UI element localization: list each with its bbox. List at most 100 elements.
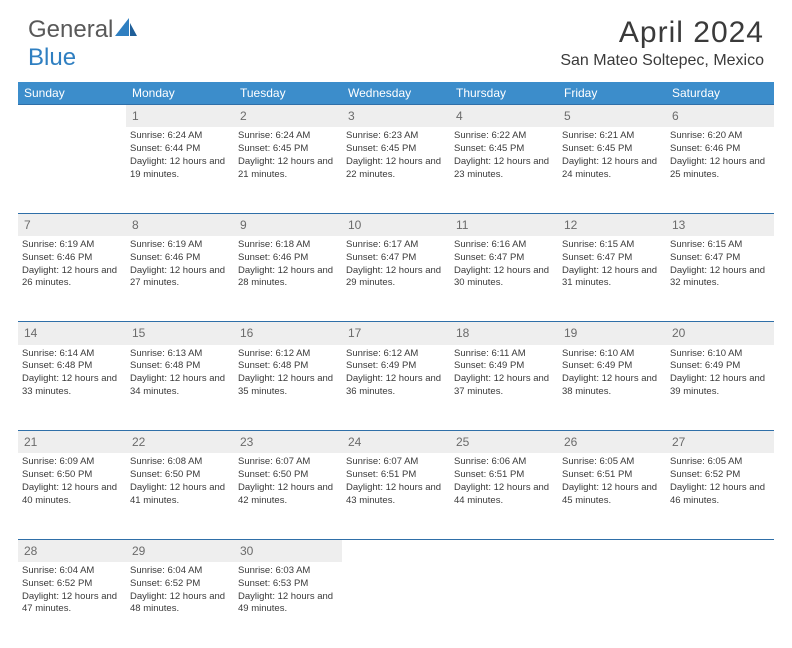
sunset-text: Sunset: 6:47 PM [454, 252, 554, 265]
sunset-text: Sunset: 6:52 PM [22, 578, 122, 591]
sunrise-text: Sunrise: 6:07 AM [346, 456, 446, 469]
sunrise-text: Sunrise: 6:06 AM [454, 456, 554, 469]
sunrise-text: Sunrise: 6:08 AM [130, 456, 230, 469]
daylight-text: Daylight: 12 hours and 19 minutes. [130, 156, 230, 182]
day-number-cell: 3 [342, 105, 450, 128]
sunrise-text: Sunrise: 6:10 AM [562, 348, 662, 361]
day-number-cell: 19 [558, 322, 666, 345]
sunset-text: Sunset: 6:50 PM [238, 469, 338, 482]
sunset-text: Sunset: 6:51 PM [454, 469, 554, 482]
daylight-text: Daylight: 12 hours and 35 minutes. [238, 373, 338, 399]
day-number-cell: 20 [666, 322, 774, 345]
day-content-row: Sunrise: 6:14 AMSunset: 6:48 PMDaylight:… [18, 345, 774, 431]
day-content-row: Sunrise: 6:09 AMSunset: 6:50 PMDaylight:… [18, 453, 774, 539]
daylight-text: Daylight: 12 hours and 32 minutes. [670, 265, 770, 291]
day-content-row: Sunrise: 6:04 AMSunset: 6:52 PMDaylight:… [18, 562, 774, 648]
day-number-row: 282930 [18, 539, 774, 562]
title-block: April 2024 San Mateo Soltepec, Mexico [560, 16, 764, 70]
daylight-text: Daylight: 12 hours and 36 minutes. [346, 373, 446, 399]
day-number-cell: 8 [126, 213, 234, 236]
weekday-header: Tuesday [234, 82, 342, 105]
sunset-text: Sunset: 6:51 PM [346, 469, 446, 482]
sunrise-text: Sunrise: 6:22 AM [454, 130, 554, 143]
daylight-text: Daylight: 12 hours and 42 minutes. [238, 482, 338, 508]
day-number-cell: 28 [18, 539, 126, 562]
sunrise-text: Sunrise: 6:05 AM [562, 456, 662, 469]
day-number-row: 78910111213 [18, 213, 774, 236]
day-number-cell: 13 [666, 213, 774, 236]
sunset-text: Sunset: 6:48 PM [238, 360, 338, 373]
sunset-text: Sunset: 6:52 PM [130, 578, 230, 591]
sunrise-text: Sunrise: 6:05 AM [670, 456, 770, 469]
sunset-text: Sunset: 6:49 PM [562, 360, 662, 373]
day-content-cell: Sunrise: 6:12 AMSunset: 6:48 PMDaylight:… [234, 345, 342, 431]
daylight-text: Daylight: 12 hours and 31 minutes. [562, 265, 662, 291]
sunset-text: Sunset: 6:50 PM [130, 469, 230, 482]
sunset-text: Sunset: 6:53 PM [238, 578, 338, 591]
sunrise-text: Sunrise: 6:18 AM [238, 239, 338, 252]
day-content-cell: Sunrise: 6:17 AMSunset: 6:47 PMDaylight:… [342, 236, 450, 322]
day-number-cell: 30 [234, 539, 342, 562]
weekday-header: Wednesday [342, 82, 450, 105]
day-content-cell: Sunrise: 6:04 AMSunset: 6:52 PMDaylight:… [126, 562, 234, 648]
day-number-cell: 9 [234, 213, 342, 236]
day-number-cell: 11 [450, 213, 558, 236]
page-header: General April 2024 San Mateo Soltepec, M… [0, 0, 792, 78]
daylight-text: Daylight: 12 hours and 22 minutes. [346, 156, 446, 182]
daylight-text: Daylight: 12 hours and 37 minutes. [454, 373, 554, 399]
day-content-cell: Sunrise: 6:03 AMSunset: 6:53 PMDaylight:… [234, 562, 342, 648]
sunrise-text: Sunrise: 6:13 AM [130, 348, 230, 361]
weekday-header: Thursday [450, 82, 558, 105]
weekday-header-row: Sunday Monday Tuesday Wednesday Thursday… [18, 82, 774, 105]
day-content-cell: Sunrise: 6:21 AMSunset: 6:45 PMDaylight:… [558, 127, 666, 213]
sunset-text: Sunset: 6:50 PM [22, 469, 122, 482]
sunset-text: Sunset: 6:44 PM [130, 143, 230, 156]
day-content-cell: Sunrise: 6:18 AMSunset: 6:46 PMDaylight:… [234, 236, 342, 322]
day-number-cell: 22 [126, 431, 234, 454]
brand-sail-icon [115, 18, 137, 43]
brand-text-general: General [28, 16, 113, 44]
sunrise-text: Sunrise: 6:15 AM [670, 239, 770, 252]
day-content-cell: Sunrise: 6:07 AMSunset: 6:50 PMDaylight:… [234, 453, 342, 539]
daylight-text: Daylight: 12 hours and 44 minutes. [454, 482, 554, 508]
sunset-text: Sunset: 6:45 PM [454, 143, 554, 156]
daylight-text: Daylight: 12 hours and 21 minutes. [238, 156, 338, 182]
sunrise-text: Sunrise: 6:04 AM [22, 565, 122, 578]
day-number-cell [450, 539, 558, 562]
daylight-text: Daylight: 12 hours and 26 minutes. [22, 265, 122, 291]
daylight-text: Daylight: 12 hours and 25 minutes. [670, 156, 770, 182]
sunrise-text: Sunrise: 6:15 AM [562, 239, 662, 252]
weekday-header: Saturday [666, 82, 774, 105]
brand-text-blue-wrap: Blue [28, 44, 76, 72]
sunrise-text: Sunrise: 6:16 AM [454, 239, 554, 252]
sunset-text: Sunset: 6:51 PM [562, 469, 662, 482]
day-content-cell: Sunrise: 6:04 AMSunset: 6:52 PMDaylight:… [18, 562, 126, 648]
sunrise-text: Sunrise: 6:14 AM [22, 348, 122, 361]
sunrise-text: Sunrise: 6:23 AM [346, 130, 446, 143]
sunset-text: Sunset: 6:48 PM [22, 360, 122, 373]
day-number-cell: 26 [558, 431, 666, 454]
weekday-header: Monday [126, 82, 234, 105]
sunset-text: Sunset: 6:48 PM [130, 360, 230, 373]
day-content-cell: Sunrise: 6:16 AMSunset: 6:47 PMDaylight:… [450, 236, 558, 322]
day-content-cell: Sunrise: 6:15 AMSunset: 6:47 PMDaylight:… [666, 236, 774, 322]
day-number-cell [18, 105, 126, 128]
day-number-cell: 24 [342, 431, 450, 454]
day-content-cell: Sunrise: 6:14 AMSunset: 6:48 PMDaylight:… [18, 345, 126, 431]
day-content-cell [18, 127, 126, 213]
sunset-text: Sunset: 6:47 PM [562, 252, 662, 265]
day-content-cell: Sunrise: 6:05 AMSunset: 6:52 PMDaylight:… [666, 453, 774, 539]
day-content-row: Sunrise: 6:19 AMSunset: 6:46 PMDaylight:… [18, 236, 774, 322]
weekday-header: Friday [558, 82, 666, 105]
day-content-cell: Sunrise: 6:10 AMSunset: 6:49 PMDaylight:… [666, 345, 774, 431]
day-number-cell: 23 [234, 431, 342, 454]
day-number-cell: 14 [18, 322, 126, 345]
day-number-cell [342, 539, 450, 562]
day-number-cell: 15 [126, 322, 234, 345]
day-content-cell: Sunrise: 6:11 AMSunset: 6:49 PMDaylight:… [450, 345, 558, 431]
daylight-text: Daylight: 12 hours and 40 minutes. [22, 482, 122, 508]
sunrise-text: Sunrise: 6:21 AM [562, 130, 662, 143]
sunset-text: Sunset: 6:46 PM [130, 252, 230, 265]
sunset-text: Sunset: 6:47 PM [346, 252, 446, 265]
sunrise-text: Sunrise: 6:09 AM [22, 456, 122, 469]
